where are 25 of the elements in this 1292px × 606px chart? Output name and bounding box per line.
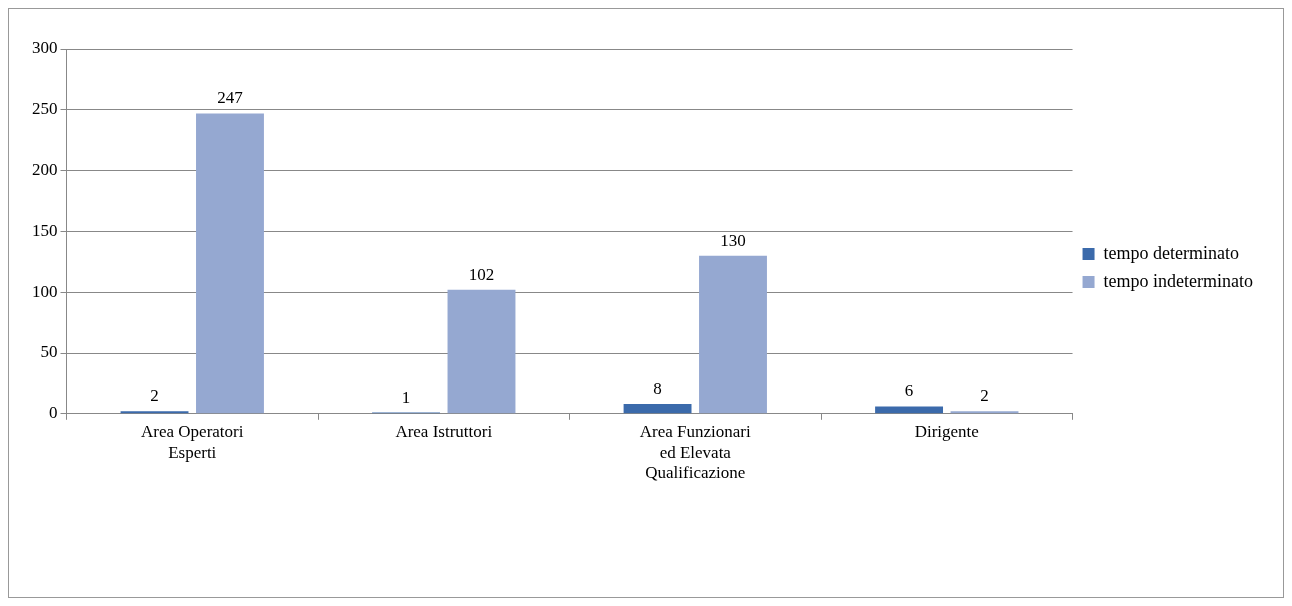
data-label: 130: [720, 230, 746, 250]
y-tick-label: 100: [32, 281, 58, 301]
bar: [623, 404, 692, 414]
x-tick-label: Dirigente: [914, 422, 979, 442]
bar: [699, 255, 767, 414]
y-tick-label: 50: [40, 342, 58, 362]
legend-label: tempo determinato: [1103, 242, 1240, 263]
data-label: 2: [980, 386, 989, 406]
y-tick-label: 250: [32, 99, 58, 119]
legend-label: tempo indeterminato: [1103, 270, 1254, 291]
data-label: 247: [217, 88, 244, 108]
bar: [447, 289, 516, 414]
x-tick-label: Area Istruttori: [395, 422, 493, 442]
data-label: 6: [904, 381, 914, 401]
x-tick-label: Area Operatori Esperti: [141, 422, 244, 462]
y-tick-label: 0: [49, 403, 58, 423]
y-tick-label: 300: [32, 38, 58, 58]
data-label: 2: [150, 386, 159, 406]
data-label: 1: [401, 387, 411, 407]
y-tick-label: 200: [32, 160, 58, 180]
x-tick-label: Area Funzionari ed Elevata Qualificazione: [639, 422, 752, 483]
bar: [196, 113, 264, 414]
data-label: 8: [653, 379, 662, 399]
y-tick-label: 150: [32, 220, 58, 240]
data-label: 102: [468, 264, 495, 284]
